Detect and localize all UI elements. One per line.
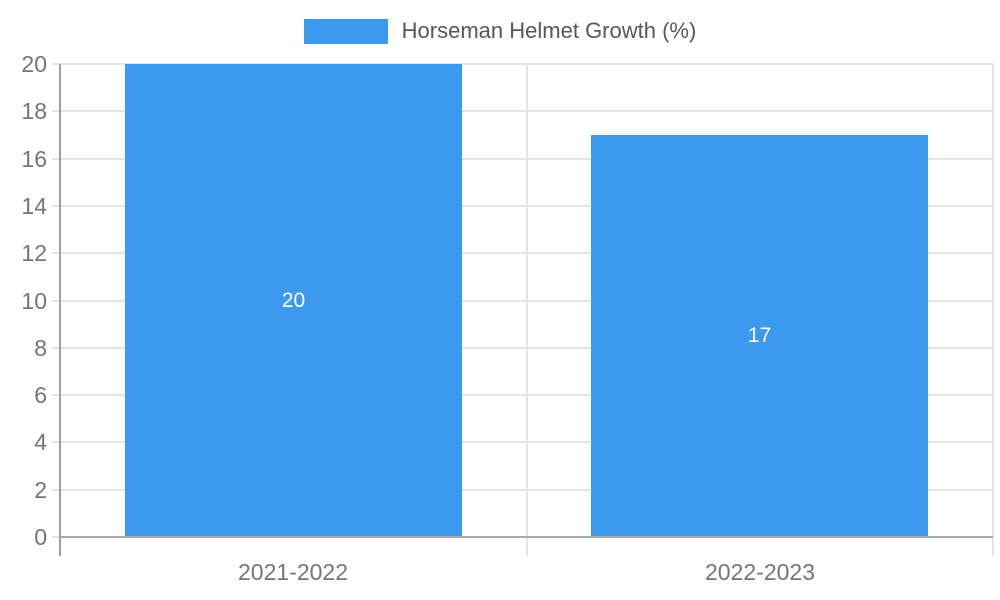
y-axis-tick (52, 347, 60, 349)
y-axis-label: 14 (21, 193, 47, 219)
x-axis-line (60, 536, 993, 538)
y-axis-label: 16 (21, 146, 47, 172)
y-axis-tick (52, 536, 60, 538)
y-axis-label: 0 (34, 524, 47, 550)
legend-label: Horseman Helmet Growth (%) (401, 18, 697, 43)
y-axis-line (59, 64, 61, 556)
y-axis-label: 6 (34, 382, 47, 408)
legend[interactable]: Horseman Helmet Growth (%) (0, 18, 1000, 44)
y-axis-label: 2 (34, 477, 47, 503)
bar[interactable]: 20 (125, 64, 462, 537)
y-axis-tick (52, 158, 60, 160)
category-boundary-gridline (992, 64, 994, 556)
bar-value-label: 20 (281, 288, 306, 312)
y-axis-tick (52, 394, 60, 396)
x-axis-label: 2022-2023 (705, 559, 815, 585)
category-boundary-gridline (526, 64, 528, 556)
y-axis-tick (52, 110, 60, 112)
y-axis-tick (52, 205, 60, 207)
y-axis-label: 20 (21, 51, 47, 77)
y-axis-label: 4 (34, 429, 47, 455)
y-axis-tick (52, 63, 60, 65)
y-axis-tick (52, 252, 60, 254)
y-axis-label: 12 (21, 240, 47, 266)
bar-value-label: 17 (747, 324, 772, 347)
y-axis-label: 8 (34, 335, 47, 361)
legend-swatch (303, 18, 388, 44)
y-axis-tick (52, 441, 60, 443)
y-axis-tick (52, 300, 60, 302)
x-axis-label: 2021-2022 (238, 559, 348, 585)
y-axis-label: 10 (21, 288, 47, 314)
y-axis-tick (52, 489, 60, 491)
y-axis-label: 18 (21, 98, 47, 124)
bar[interactable]: 17 (591, 135, 928, 537)
